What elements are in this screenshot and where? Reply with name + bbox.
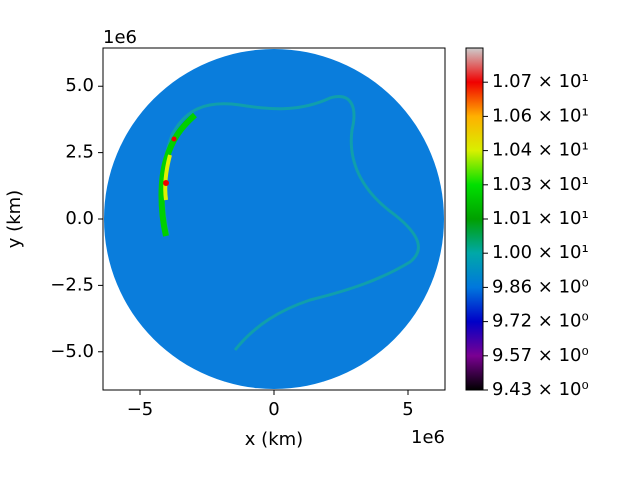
colorbar-tick-label: 1.07 × 10¹ (492, 71, 589, 92)
x-tick-label: 5 (402, 399, 413, 420)
x-tick-label: 0 (268, 399, 279, 420)
x-tick-label: −5 (127, 399, 154, 420)
y-axis-label: y (km) (4, 190, 25, 248)
x-axis-label: x (km) (245, 429, 303, 450)
colorbar (465, 47, 484, 391)
feature-ridge (158, 112, 197, 237)
feature-peak (163, 154, 172, 201)
y-tick-label: 0.0 (65, 208, 94, 229)
feature-max (163, 180, 169, 186)
colorbar-tick-label: 9.43 × 10⁰ (492, 379, 589, 400)
y-tick-label: 2.5 (65, 142, 94, 163)
colorbar-tick-label: 1.03 × 10¹ (492, 174, 589, 195)
colorbar-tick-label: 9.86 × 10⁰ (492, 276, 589, 297)
feature-band (161, 95, 420, 351)
colorbar-tick-label: 9.72 × 10⁰ (492, 311, 589, 332)
y-tick-label: −5.0 (50, 341, 94, 362)
colorbar-tick-label: 9.57 × 10⁰ (492, 345, 589, 366)
colorbar-tick-label: 1.04 × 10¹ (492, 140, 589, 161)
x-offset-label: 1e6 (411, 427, 445, 448)
colorbar-tick-label: 1.06 × 10¹ (492, 105, 589, 126)
colorbar-tick-label: 1.00 × 10¹ (492, 242, 589, 263)
feature-max (171, 136, 177, 142)
domain-disk (104, 49, 444, 389)
colorbar-tick-label: 1.01 × 10¹ (492, 208, 589, 229)
y-tick-label: −2.5 (50, 274, 94, 295)
x-offset-label: 1e6 (103, 27, 137, 48)
field-image (104, 49, 444, 389)
y-tick-label: 5.0 (65, 75, 94, 96)
